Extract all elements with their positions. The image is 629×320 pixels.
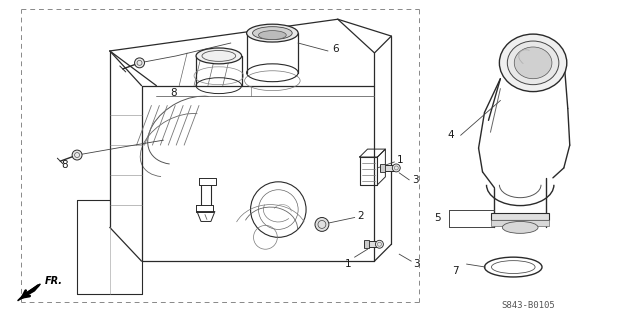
Text: 6: 6 [332,44,338,54]
Text: 5: 5 [434,213,441,223]
Text: 8: 8 [61,160,67,170]
Bar [364,240,369,248]
Text: 3: 3 [412,175,419,185]
Ellipse shape [499,34,567,92]
Text: 1: 1 [345,259,351,269]
Circle shape [376,240,384,248]
Text: 3: 3 [413,259,420,269]
Text: FR.: FR. [45,276,62,286]
Ellipse shape [259,31,286,40]
Text: S843-B0105: S843-B0105 [501,301,555,310]
Circle shape [392,164,400,172]
Ellipse shape [508,41,559,85]
Bar [381,165,394,171]
Text: 1: 1 [398,155,404,165]
Text: 4: 4 [447,130,454,140]
Ellipse shape [515,47,552,79]
Ellipse shape [247,24,298,42]
Circle shape [72,150,82,160]
Polygon shape [18,284,40,301]
Bar [364,241,377,247]
Ellipse shape [196,48,242,64]
Circle shape [315,218,329,231]
Text: 7: 7 [452,266,459,276]
Text: 2: 2 [358,211,364,220]
Bar [491,212,549,220]
Ellipse shape [503,221,538,233]
Bar [381,164,386,172]
Bar [491,220,549,227]
Ellipse shape [252,27,292,40]
Text: 8: 8 [170,88,177,98]
Circle shape [135,58,145,68]
